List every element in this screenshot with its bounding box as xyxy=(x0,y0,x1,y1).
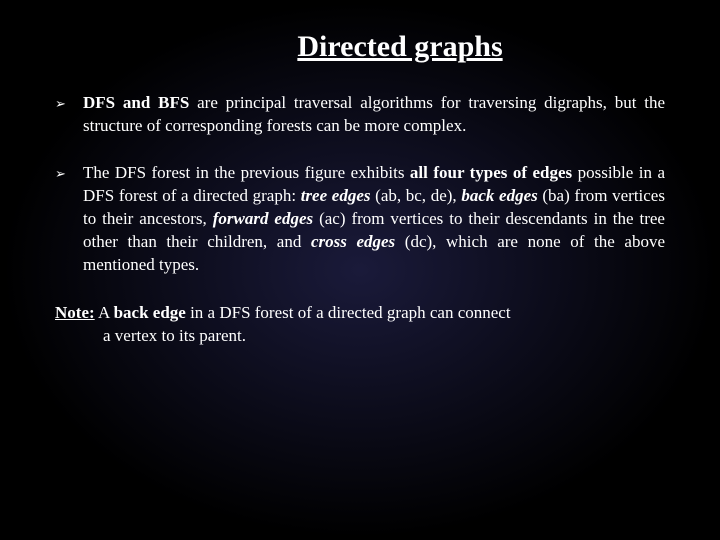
note-line-1: Note: A back edge in a DFS forest of a d… xyxy=(55,301,665,325)
bullet-text: DFS and BFS are principal traversal algo… xyxy=(83,92,665,138)
note-label: Note: xyxy=(55,303,95,322)
bullet-marker-icon: ➢ xyxy=(55,92,83,138)
bullet-marker-icon: ➢ xyxy=(55,162,83,277)
slide-container: Directed graphs ➢ DFS and BFS are princi… xyxy=(0,0,720,378)
bullet-item: ➢ DFS and BFS are principal traversal al… xyxy=(55,92,665,138)
note-line-2: a vertex to its parent. xyxy=(55,324,665,348)
note-section: Note: A back edge in a DFS forest of a d… xyxy=(55,301,665,349)
bullet-item: ➢ The DFS forest in the previous figure … xyxy=(55,162,665,277)
note-line1-text: A back edge in a DFS forest of a directe… xyxy=(95,303,511,322)
slide-title: Directed graphs xyxy=(135,30,665,64)
bullet-text: The DFS forest in the previous figure ex… xyxy=(83,162,665,277)
